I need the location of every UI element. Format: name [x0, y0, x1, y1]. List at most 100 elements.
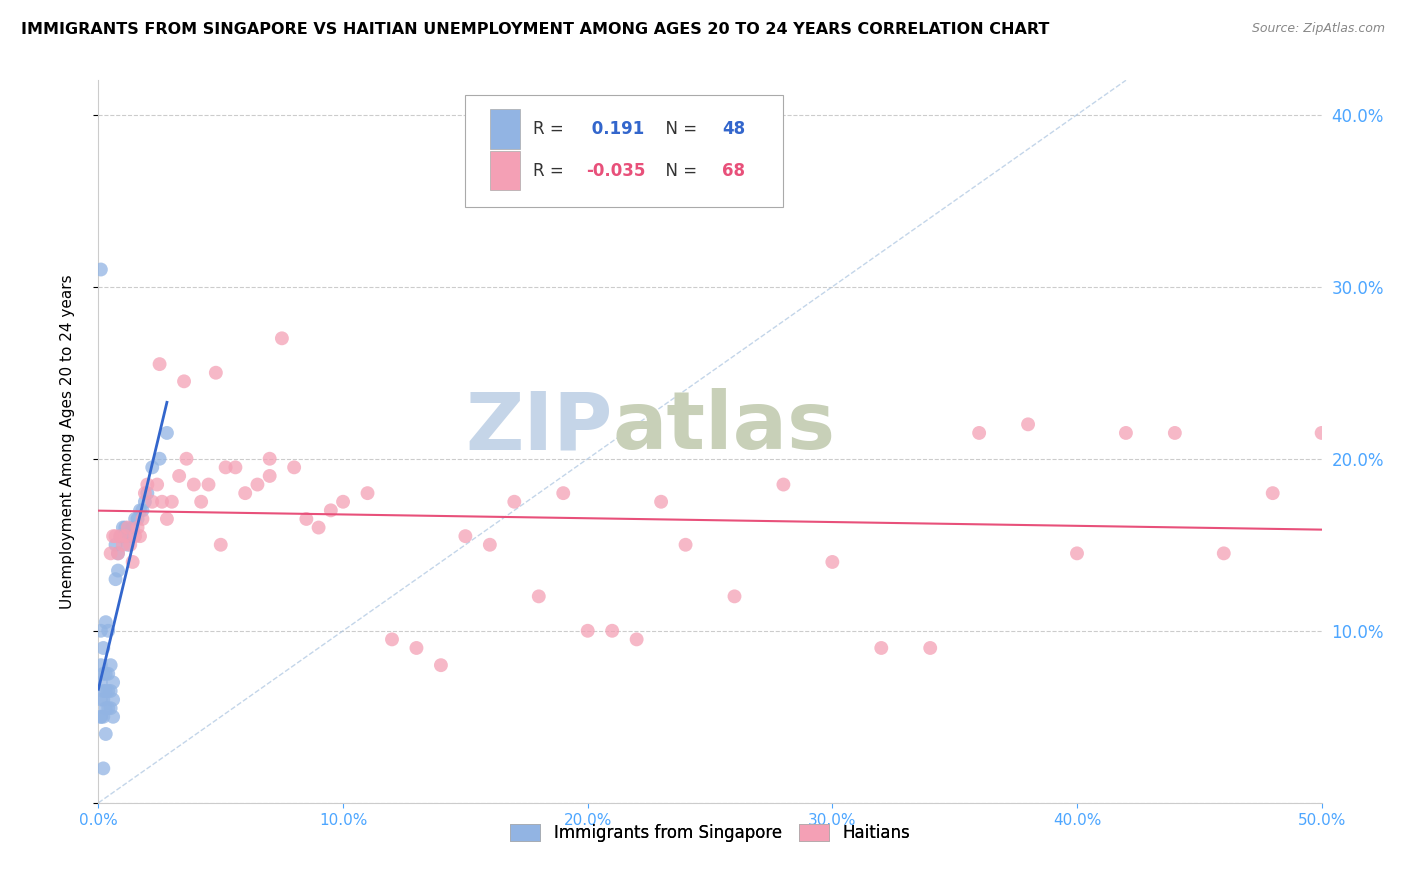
Point	[120, 538, 142, 552]
Point	[90, 262, 112, 277]
Point	[107, 546, 129, 560]
Point	[97, 684, 120, 698]
Point	[319, 503, 342, 517]
Point	[149, 451, 172, 466]
Point	[141, 494, 163, 508]
Point	[107, 546, 129, 560]
Point	[233, 486, 256, 500]
Point	[454, 529, 477, 543]
Text: 68: 68	[723, 161, 745, 179]
Point	[134, 494, 156, 508]
Point	[134, 486, 156, 500]
Point	[90, 692, 112, 706]
Point	[295, 512, 318, 526]
Point	[91, 640, 114, 655]
Text: IMMIGRANTS FROM SINGAPORE VS HAITIAN UNEMPLOYMENT AMONG AGES 20 TO 24 YEARS CORR: IMMIGRANTS FROM SINGAPORE VS HAITIAN UNE…	[21, 22, 1049, 37]
Point	[90, 624, 112, 638]
Point	[121, 520, 143, 534]
Point	[101, 710, 124, 724]
Point	[136, 486, 159, 500]
Point	[356, 486, 378, 500]
Point	[100, 658, 122, 673]
Point	[173, 375, 195, 389]
Point	[91, 684, 114, 698]
Point	[156, 425, 179, 440]
Point	[205, 366, 228, 380]
Point	[920, 640, 942, 655]
Point	[246, 477, 269, 491]
Point	[141, 460, 163, 475]
Point	[94, 615, 117, 630]
Point	[224, 460, 246, 475]
Point	[150, 494, 173, 508]
Point	[127, 512, 149, 526]
Point	[190, 494, 212, 508]
Point	[197, 477, 219, 491]
Point	[723, 590, 745, 604]
Point	[308, 520, 330, 534]
Text: 0.191: 0.191	[586, 120, 645, 137]
Point	[967, 425, 990, 440]
Point	[772, 477, 794, 491]
Point	[503, 494, 526, 508]
Point	[101, 692, 124, 706]
Point	[111, 520, 134, 534]
Point	[110, 529, 132, 543]
Y-axis label: Unemployment Among Ages 20 to 24 years: Unemployment Among Ages 20 to 24 years	[60, 274, 75, 609]
Point	[104, 529, 127, 543]
Point	[156, 512, 179, 526]
Text: atlas: atlas	[612, 388, 835, 467]
Point	[626, 632, 648, 647]
Point	[870, 640, 893, 655]
Text: N =: N =	[655, 120, 703, 137]
Point	[129, 529, 152, 543]
Point	[94, 684, 117, 698]
Point	[600, 624, 623, 638]
Point	[104, 572, 127, 586]
Point	[91, 710, 114, 724]
Point	[259, 451, 281, 466]
Point	[100, 546, 122, 560]
Point	[100, 684, 122, 698]
Point	[650, 494, 672, 508]
Point	[270, 331, 294, 345]
Point	[332, 494, 354, 508]
Point	[381, 632, 404, 647]
Point	[1310, 425, 1333, 440]
Point	[94, 666, 117, 681]
Point	[527, 590, 550, 604]
Point	[107, 564, 129, 578]
Point	[136, 477, 159, 491]
Point	[1261, 486, 1284, 500]
Point	[1164, 425, 1187, 440]
Point	[129, 503, 152, 517]
Point	[283, 460, 305, 475]
Bar	[489, 151, 520, 191]
Point	[553, 486, 575, 500]
Point	[209, 538, 232, 552]
Point	[91, 761, 114, 775]
Text: Source: ZipAtlas.com: Source: ZipAtlas.com	[1251, 22, 1385, 36]
Point	[146, 477, 169, 491]
Point	[120, 529, 142, 543]
Point	[214, 460, 236, 475]
Point	[124, 529, 146, 543]
Point	[104, 538, 127, 552]
Text: R =: R =	[533, 120, 568, 137]
Point	[111, 538, 134, 552]
Point	[94, 727, 117, 741]
Point	[101, 529, 124, 543]
Bar	[489, 109, 520, 149]
Point	[131, 512, 153, 526]
Point	[94, 701, 117, 715]
Point	[97, 666, 120, 681]
Point	[160, 494, 183, 508]
Point	[100, 701, 122, 715]
Point	[430, 658, 453, 673]
Point	[90, 710, 112, 724]
Point	[114, 520, 136, 534]
Point	[90, 658, 112, 673]
Point	[127, 520, 149, 534]
Point	[97, 624, 120, 638]
Point	[117, 538, 139, 552]
